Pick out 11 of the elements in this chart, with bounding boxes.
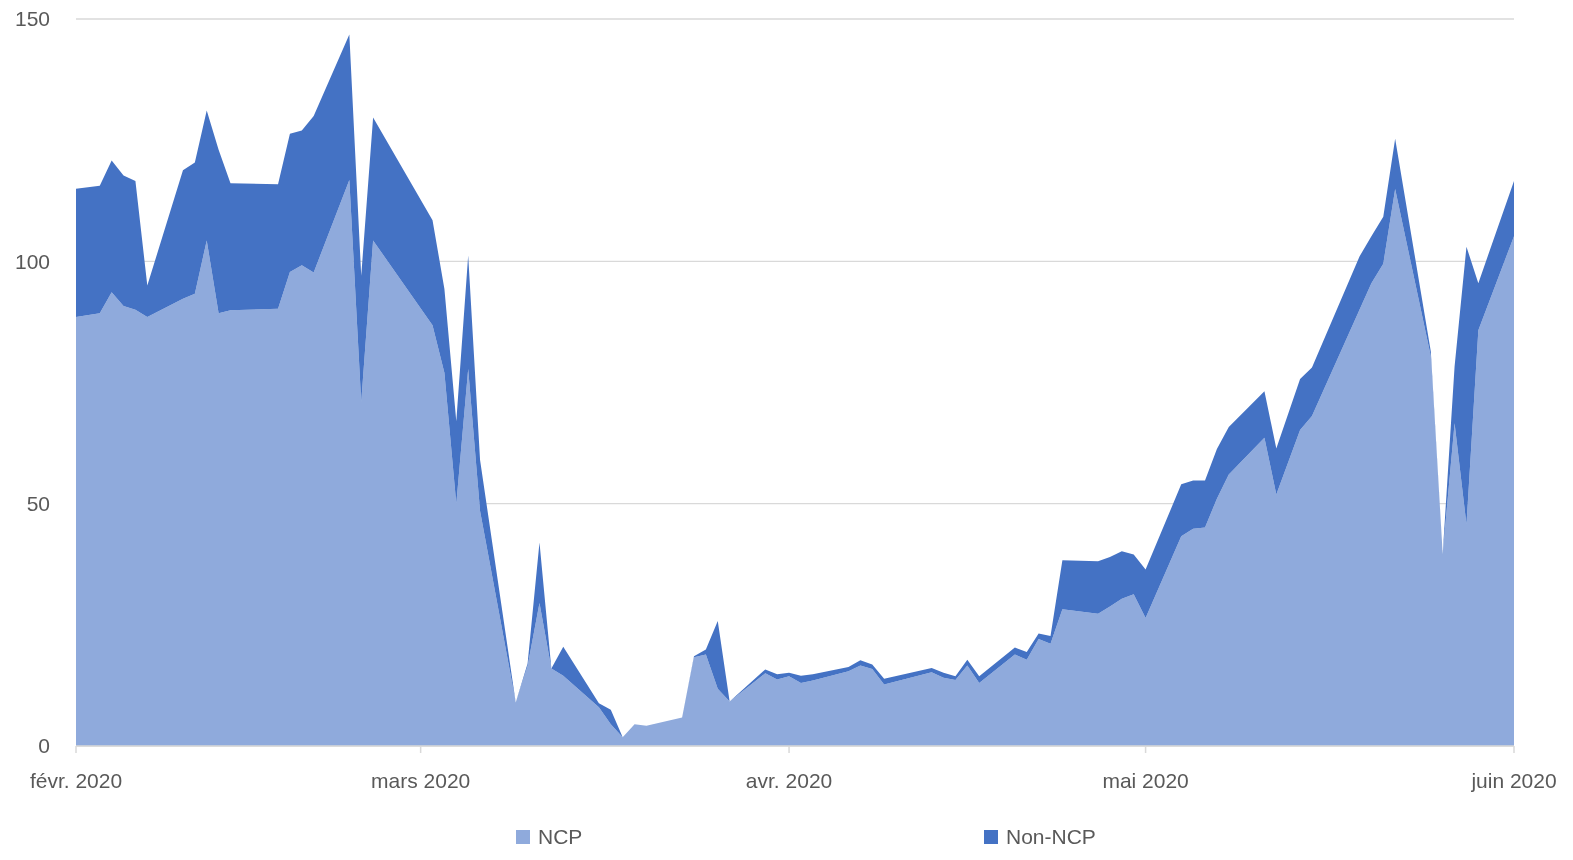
x-tick-label: févr. 2020 — [29, 769, 123, 792]
y-tick-label: 100 — [14, 249, 50, 273]
y-tick-label: 0 — [38, 734, 50, 758]
x-tick-label: mars 2020 — [371, 769, 471, 792]
x-tick-label: mai 2020 — [1102, 769, 1189, 792]
x-tick-label: juin 2020 — [1470, 769, 1557, 792]
legend-label: Non-NCP — [1006, 825, 1096, 849]
x-tick-label: avr. 2020 — [745, 769, 833, 792]
y-tick-label: 150 — [14, 7, 50, 31]
legend-label: NCP — [538, 825, 583, 849]
y-tick-label: 50 — [26, 492, 50, 516]
